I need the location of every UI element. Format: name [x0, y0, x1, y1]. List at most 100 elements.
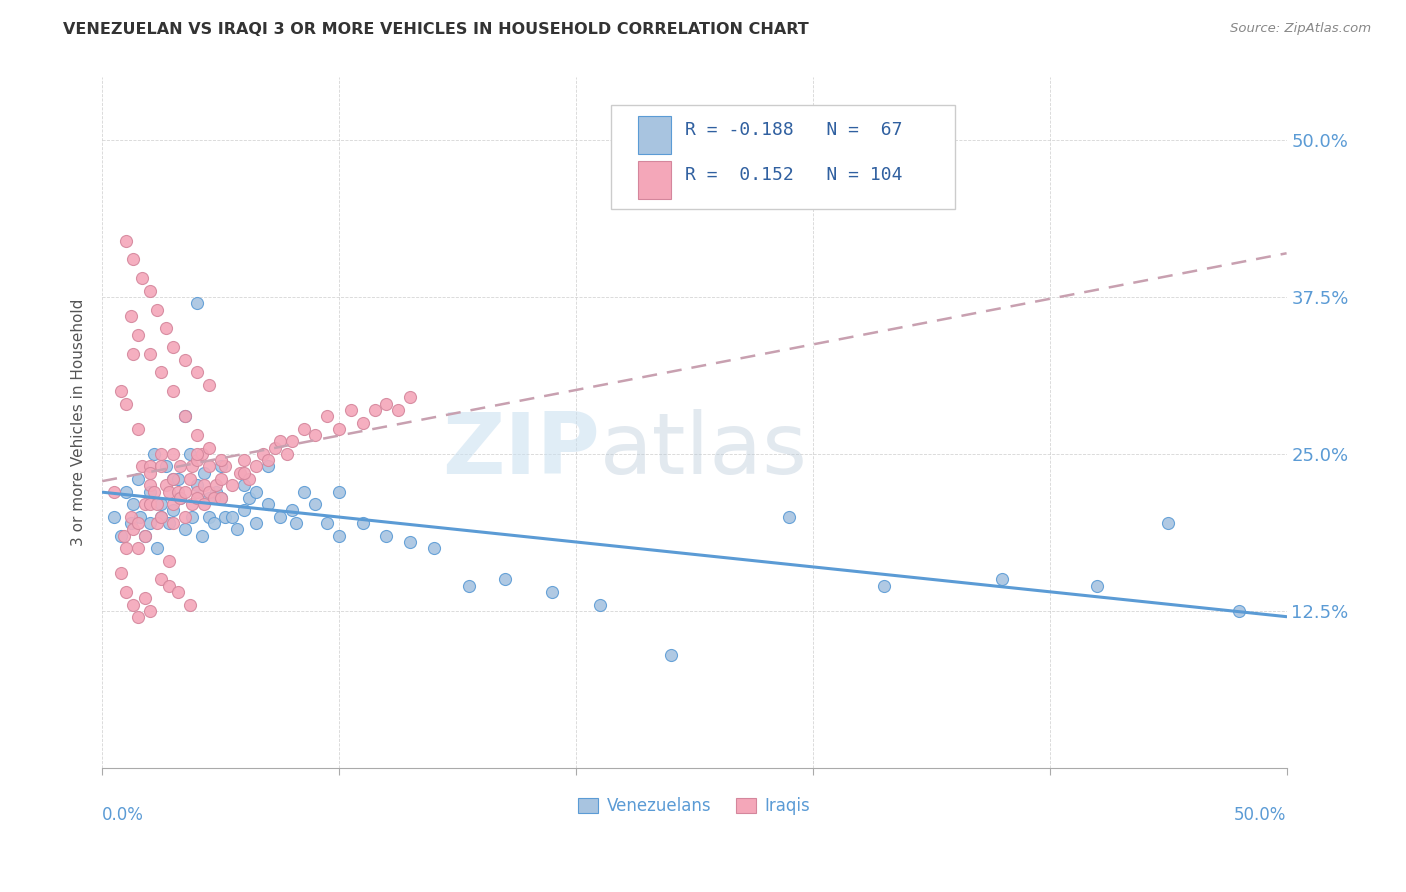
Point — [162, 516, 184, 530]
Legend: Venezuelans, Iraqis: Venezuelans, Iraqis — [572, 790, 817, 822]
Point — [245, 484, 267, 499]
Point — [198, 378, 221, 392]
Point — [112, 528, 135, 542]
Point — [375, 528, 398, 542]
Point — [228, 466, 250, 480]
Point — [257, 497, 280, 511]
Point — [292, 422, 315, 436]
Point — [276, 447, 298, 461]
Point — [169, 491, 191, 505]
Point — [226, 522, 249, 536]
Point — [145, 541, 167, 555]
Point — [221, 478, 243, 492]
Point — [205, 478, 228, 492]
Point — [150, 509, 173, 524]
Point — [316, 516, 339, 530]
Point — [134, 591, 156, 606]
Point — [541, 585, 564, 599]
Point — [238, 472, 260, 486]
Point — [494, 573, 516, 587]
Point — [103, 484, 125, 499]
Point — [145, 516, 167, 530]
Point — [127, 610, 149, 624]
Point — [167, 585, 190, 599]
Point — [292, 484, 315, 499]
Point — [103, 509, 125, 524]
Point — [162, 384, 184, 399]
Point — [1085, 579, 1108, 593]
Point — [186, 453, 208, 467]
Point — [186, 296, 208, 310]
Point — [238, 491, 260, 505]
Point — [157, 554, 180, 568]
Point — [129, 509, 152, 524]
Point — [110, 384, 132, 399]
Y-axis label: 3 or more Vehicles in Household: 3 or more Vehicles in Household — [72, 299, 86, 546]
Text: R =  0.152   N = 104: R = 0.152 N = 104 — [685, 166, 903, 184]
Point — [198, 484, 221, 499]
Text: R = -0.188   N =  67: R = -0.188 N = 67 — [685, 121, 903, 139]
Point — [209, 491, 232, 505]
Point — [328, 528, 350, 542]
Point — [363, 403, 385, 417]
Point — [115, 484, 138, 499]
Point — [193, 478, 215, 492]
Point — [138, 284, 160, 298]
Point — [245, 516, 267, 530]
Point — [375, 397, 398, 411]
Point — [778, 509, 800, 524]
Point — [280, 503, 302, 517]
Point — [138, 478, 160, 492]
Point — [245, 459, 267, 474]
Point — [193, 497, 215, 511]
Point — [352, 416, 374, 430]
Point — [150, 497, 173, 511]
Point — [155, 321, 177, 335]
Point — [873, 579, 896, 593]
Point — [127, 541, 149, 555]
Point — [131, 271, 153, 285]
Point — [399, 391, 422, 405]
Point — [1157, 516, 1180, 530]
Point — [221, 509, 243, 524]
Point — [120, 516, 142, 530]
Point — [150, 573, 173, 587]
Point — [145, 497, 167, 511]
Point — [190, 447, 212, 461]
Point — [209, 453, 232, 467]
Point — [257, 453, 280, 467]
Point — [214, 509, 236, 524]
Point — [209, 491, 232, 505]
Point — [157, 579, 180, 593]
Point — [179, 472, 201, 486]
Point — [233, 466, 256, 480]
Point — [179, 598, 201, 612]
Point — [127, 327, 149, 342]
Point — [186, 365, 208, 379]
Point — [122, 346, 145, 360]
Text: Source: ZipAtlas.com: Source: ZipAtlas.com — [1230, 22, 1371, 36]
FancyBboxPatch shape — [612, 105, 955, 209]
Point — [193, 466, 215, 480]
Point — [233, 478, 256, 492]
Point — [198, 491, 221, 505]
Point — [233, 503, 256, 517]
Text: 0.0%: 0.0% — [103, 805, 143, 823]
Point — [138, 604, 160, 618]
Point — [157, 516, 180, 530]
Point — [138, 346, 160, 360]
Point — [174, 509, 197, 524]
Point — [127, 472, 149, 486]
Point — [264, 441, 287, 455]
Point — [186, 484, 208, 499]
Point — [115, 541, 138, 555]
Point — [138, 516, 160, 530]
Point — [162, 497, 184, 511]
Point — [110, 566, 132, 581]
Point — [190, 528, 212, 542]
Point — [304, 497, 326, 511]
Point — [162, 472, 184, 486]
Point — [174, 409, 197, 424]
Point — [150, 509, 173, 524]
Point — [181, 509, 204, 524]
